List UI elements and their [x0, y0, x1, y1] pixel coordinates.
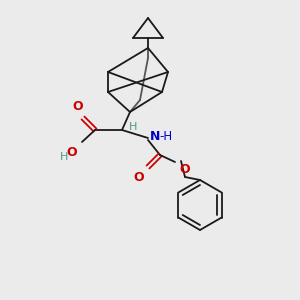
- Text: H: H: [129, 122, 137, 132]
- Text: H: H: [60, 152, 68, 162]
- Text: O: O: [73, 100, 83, 113]
- Text: O: O: [179, 163, 190, 176]
- Text: O: O: [134, 171, 144, 184]
- Text: N: N: [150, 130, 160, 143]
- Text: O: O: [66, 146, 77, 159]
- Text: -H: -H: [159, 130, 172, 143]
